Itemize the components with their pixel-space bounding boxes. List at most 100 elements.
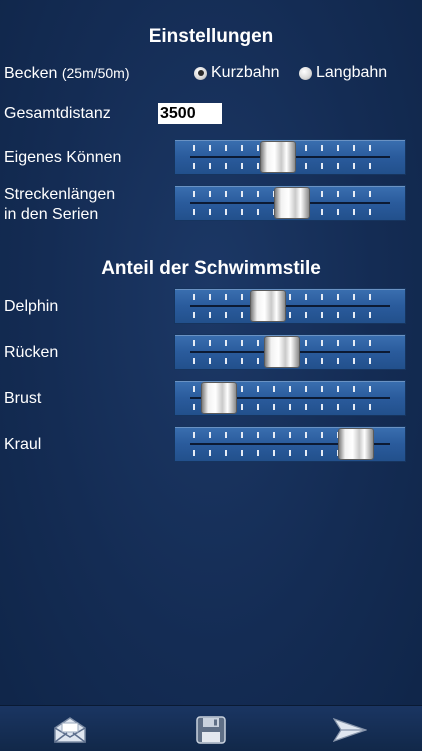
kraul-slider[interactable] <box>174 426 406 462</box>
slider-tick <box>209 358 211 364</box>
slider-tick <box>193 294 195 300</box>
slider-tick <box>209 191 211 197</box>
slider-thumb[interactable] <box>261 142 296 172</box>
slider-thumb[interactable] <box>202 383 237 413</box>
slider-tick <box>241 191 243 197</box>
slider-tick <box>289 294 291 300</box>
radio-langbahn-label: Langbahn <box>316 64 388 81</box>
slider-tick <box>193 450 195 456</box>
slider-tick <box>289 386 291 392</box>
slider-tick <box>337 294 339 300</box>
slider-tick <box>257 450 259 456</box>
slider-tick <box>241 358 243 364</box>
slider-tick <box>209 145 211 151</box>
slider-tick <box>273 386 275 392</box>
lengths-label: Streckenlängen in den Serien <box>4 185 115 225</box>
slider-tick <box>321 145 323 151</box>
slider-thumb[interactable] <box>338 429 373 459</box>
slider-tick <box>321 450 323 456</box>
radio-kurzbahn[interactable]: Kurzbahn <box>194 64 280 82</box>
slider-tick <box>321 404 323 410</box>
radio-langbahn-dot[interactable] <box>299 66 312 80</box>
slider-tick <box>289 432 291 438</box>
slider-tick <box>305 340 307 346</box>
slider-tick <box>273 404 275 410</box>
slider-thumb[interactable] <box>264 337 299 367</box>
radio-kurzbahn-dot[interactable] <box>194 66 207 80</box>
slider-tick <box>353 191 355 197</box>
slider-tick <box>209 340 211 346</box>
slider-tick <box>321 358 323 364</box>
skill-label: Eigenes Können <box>4 149 122 166</box>
slider-tick <box>225 145 227 151</box>
kraul-label: Kraul <box>4 436 42 453</box>
brust-slider[interactable] <box>174 380 406 416</box>
slider-tick <box>193 191 195 197</box>
slider-tick <box>353 163 355 169</box>
slider-tick <box>193 358 195 364</box>
slider-tick <box>257 209 259 215</box>
save-icon[interactable] <box>194 716 228 744</box>
slider-tick <box>337 386 339 392</box>
slider-tick <box>305 163 307 169</box>
slider-tick <box>209 432 211 438</box>
slider-tick <box>225 294 227 300</box>
slider-tick <box>209 294 211 300</box>
send-icon[interactable] <box>332 716 368 744</box>
slider-tick <box>321 163 323 169</box>
slider-tick <box>369 386 371 392</box>
settings-title: Einstellungen <box>148 26 274 47</box>
distance-label: Gesamtdistanz <box>4 105 111 122</box>
ruecken-slider[interactable] <box>174 334 406 370</box>
radio-langbahn[interactable]: Langbahn <box>299 64 387 82</box>
slider-tick <box>193 145 195 151</box>
slider-tick <box>193 312 195 318</box>
slider-tick <box>193 340 195 346</box>
distance-input[interactable]: 3500 <box>158 103 222 124</box>
slider-tick <box>369 209 371 215</box>
slider-tick <box>337 432 339 438</box>
slider-tick <box>241 145 243 151</box>
slider-tick <box>337 209 339 215</box>
mail-icon[interactable] <box>53 716 87 744</box>
slider-tick <box>337 163 339 169</box>
slider-tick <box>241 340 243 346</box>
delphin-label: Delphin <box>4 298 59 315</box>
slider-tick <box>241 209 243 215</box>
slider-tick <box>209 163 211 169</box>
pool-label-text: Becken <box>4 65 58 82</box>
slider-thumb[interactable] <box>274 188 309 218</box>
delphin-slider[interactable] <box>174 288 406 324</box>
slider-tick <box>241 432 243 438</box>
slider-tick <box>321 386 323 392</box>
slider-tick <box>209 209 211 215</box>
slider-tick <box>257 191 259 197</box>
bottom-bar <box>0 705 422 751</box>
lengths-label-line1: Streckenlängen <box>4 186 116 203</box>
slider-tick <box>305 358 307 364</box>
slider-tick <box>337 404 339 410</box>
slider-tick <box>353 294 355 300</box>
slider-tick <box>353 209 355 215</box>
slider-tick <box>225 191 227 197</box>
slider-tick <box>337 191 339 197</box>
lengths-label-line2: in den Serien <box>4 206 99 223</box>
slider-tick <box>305 312 307 318</box>
slider-tick <box>193 163 195 169</box>
slider-tick <box>305 386 307 392</box>
skill-slider[interactable] <box>174 139 406 175</box>
slider-tick <box>369 312 371 318</box>
slider-tick <box>225 312 227 318</box>
slider-tick <box>273 191 275 197</box>
pool-hint: (25m/50m) <box>61 65 130 81</box>
slider-tick <box>337 358 339 364</box>
slider-tick <box>209 312 211 318</box>
slider-tick <box>369 191 371 197</box>
slider-thumb[interactable] <box>251 291 286 321</box>
slider-tick <box>353 340 355 346</box>
slider-tick <box>225 358 227 364</box>
slider-track <box>190 397 390 399</box>
lengths-slider[interactable] <box>174 185 406 221</box>
slider-track <box>190 443 390 445</box>
slider-tick <box>257 145 259 151</box>
